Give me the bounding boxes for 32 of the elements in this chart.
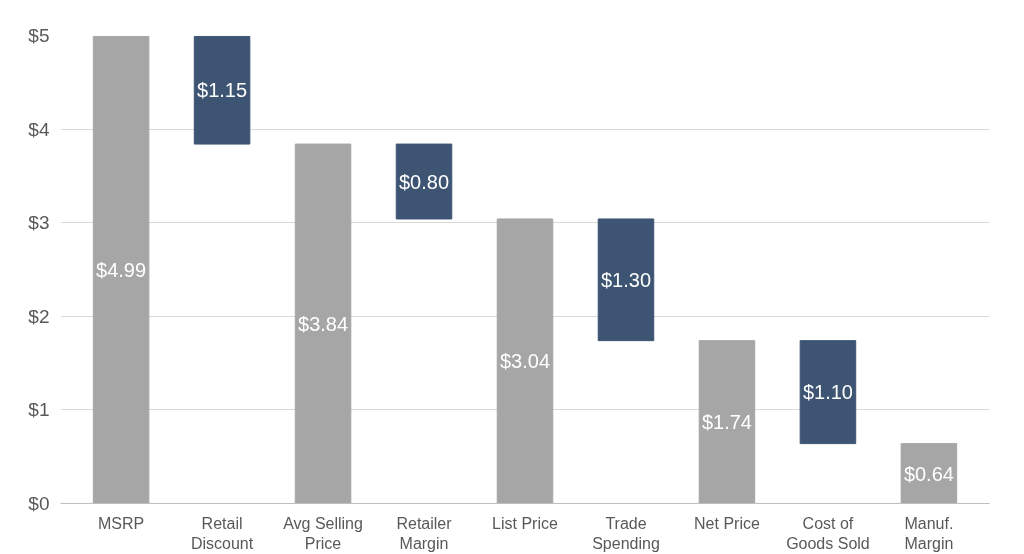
x-tick-label: Net Price [694,514,760,532]
bar [395,143,453,220]
y-tick-label: $5 [28,25,50,46]
data-label: $0.80 [399,170,450,193]
data-label: $1.15 [197,79,248,102]
y-tick-label: $0 [28,493,50,514]
data-label: $4.99 [96,258,147,281]
data-label: $1.10 [802,381,853,404]
y-tick-label: $2 [28,305,50,327]
y-tick-label: $4 [28,118,50,140]
data-label: $0.64 [903,462,954,485]
data-label: $1.74 [701,411,752,434]
bar [294,143,352,504]
data-label: $3.84 [298,312,349,335]
x-tick-label: List Price [492,514,558,532]
bar [799,340,857,445]
y-tick-label: $1 [28,399,50,421]
x-tick-label: MSRP [97,514,145,532]
bar [496,218,554,504]
x-tick-label: Manuf. Margin [904,514,954,552]
data-label: $1.30 [600,268,652,291]
data-label: $3.04 [499,350,551,373]
bar [92,35,150,504]
x-tick-label: Avg Selling Price [283,514,363,552]
bar [597,218,655,342]
x-tick-label: Retailer Margin [396,514,453,552]
x-tick-label: Cost of Goods Sold [786,514,870,552]
y-tick-label: $3 [28,212,50,234]
bar [193,35,251,145]
x-tick-label: Retail Discount [190,514,254,552]
x-tick-label: Trade Spending [592,514,660,552]
bar [698,340,756,504]
